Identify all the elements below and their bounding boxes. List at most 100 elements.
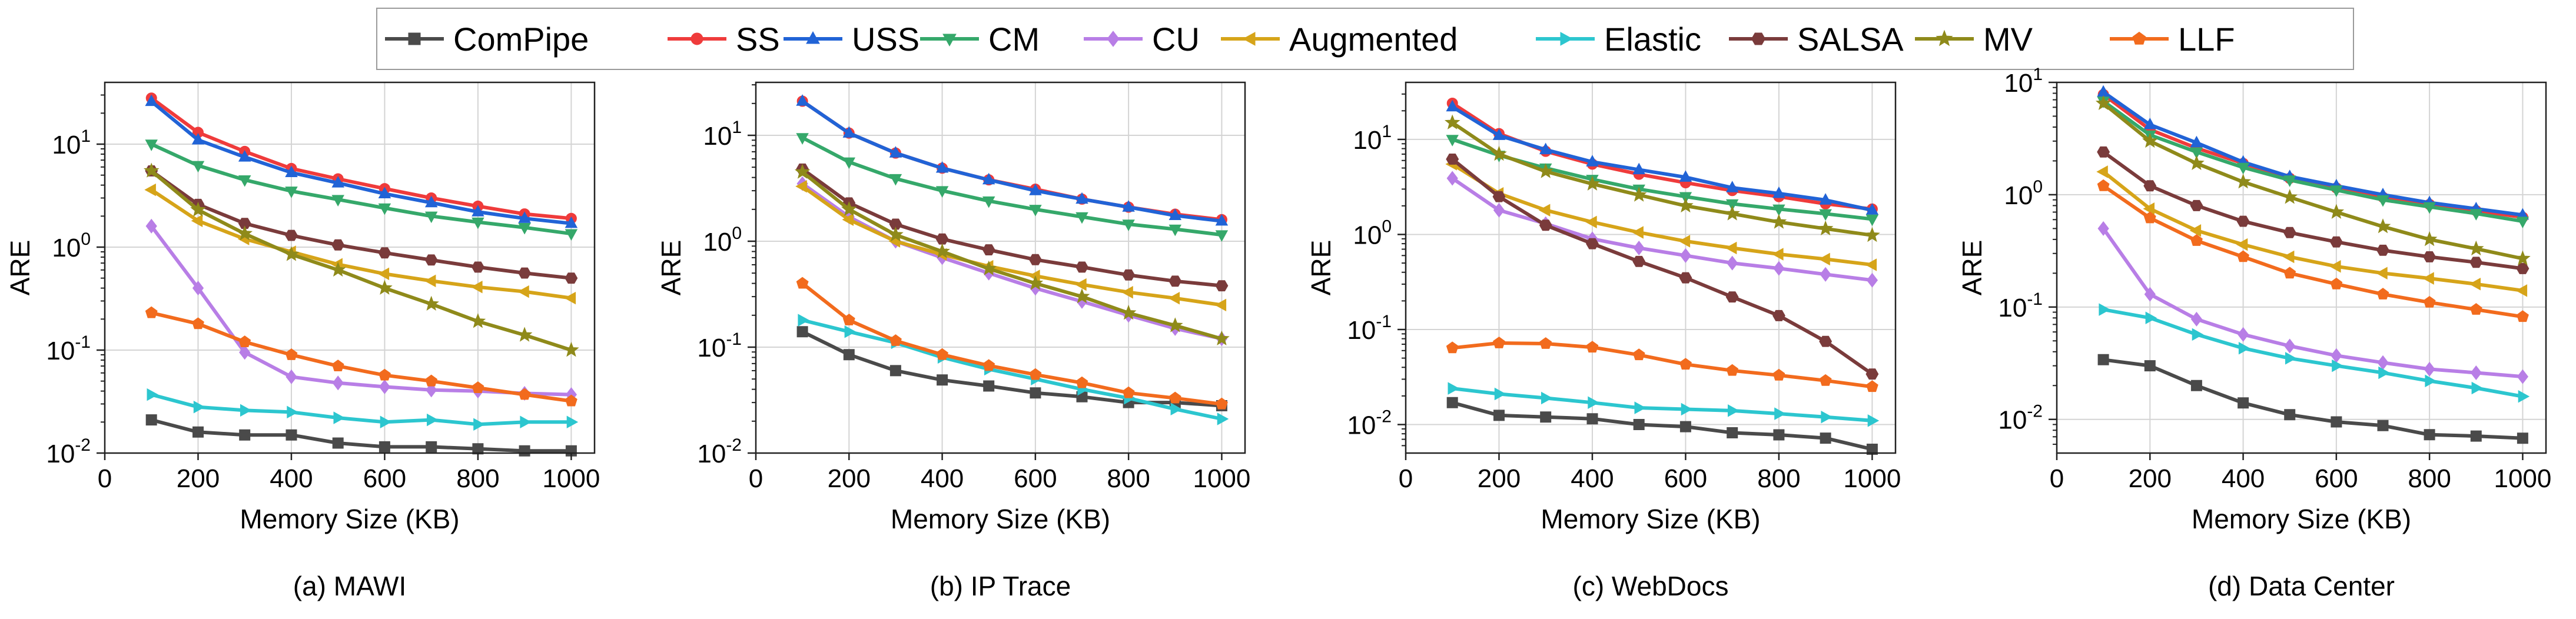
data-point-llf: [2469, 303, 2482, 315]
data-point-mv: [981, 260, 997, 276]
data-point-llf: [379, 368, 391, 381]
data-point-mv: [237, 225, 253, 241]
data-point-uss: [796, 94, 809, 106]
series-cu: [2097, 221, 2529, 384]
series-line-elastic: [802, 318, 1223, 421]
data-point-elastic: [1217, 412, 1229, 425]
plot-frame: [1405, 81, 1897, 454]
data-point-cu: [1727, 255, 1738, 271]
data-point-cm: [518, 223, 531, 235]
data-point-cu: [1493, 202, 1505, 218]
legend-marker-hexagon: [1751, 32, 1766, 45]
series-line-mv: [1451, 121, 1873, 237]
series-line-llf: [2102, 184, 2523, 319]
data-point-mv: [283, 246, 300, 261]
data-point-elastic: [380, 415, 392, 429]
data-point-llf: [331, 360, 344, 371]
legend-marker-circle: [691, 32, 703, 45]
data-point-salsa: [1725, 291, 1739, 303]
data-point-mv: [2328, 204, 2345, 219]
y-tick-label: 10-2: [46, 435, 91, 468]
legend-label: SS: [736, 21, 780, 58]
data-point-llf: [1772, 368, 1785, 381]
legend: ComPipe SS USS CM CU Augmented Elastic SALSA MV L…: [376, 8, 2354, 70]
data-point-cu: [1633, 240, 1645, 256]
data-point-llf: [1679, 358, 1692, 370]
series-elastic: [1448, 382, 1880, 427]
x-tick-label: 800: [2408, 464, 2451, 493]
data-point-mv: [1491, 145, 1507, 161]
data-point-augmented: [1678, 235, 1691, 248]
data-point-elastic: [147, 388, 159, 401]
y-tick-exponent: -1: [726, 330, 742, 349]
y-tick-label: 10-1: [46, 332, 91, 365]
data-point-cu: [1446, 171, 1458, 186]
data-point-uss: [191, 132, 205, 145]
data-point-salsa: [2236, 215, 2250, 227]
series-mv: [794, 164, 1230, 346]
data-point-elastic: [240, 404, 252, 417]
data-point-llf: [1446, 341, 1459, 354]
data-point-llf: [1029, 368, 1042, 380]
legend-label: Elastic: [1604, 21, 1701, 58]
data-point-salsa: [2283, 227, 2296, 238]
y-tick-base: 10: [2004, 69, 2033, 98]
y-tick-base: 10: [46, 337, 75, 365]
y-tick-base: 10: [703, 122, 732, 151]
data-point-compipe: [379, 441, 390, 452]
data-point-cm: [1819, 209, 1832, 221]
data-point-llf: [2283, 267, 2296, 279]
x-tick-label: 200: [2129, 464, 2172, 493]
data-point-cm: [285, 187, 298, 198]
y-tick-label: 100: [2004, 177, 2043, 210]
x-tick-label: 0: [1399, 464, 1413, 493]
data-point-llf: [796, 277, 809, 289]
x-tick-label: 400: [2222, 464, 2265, 493]
data-point-salsa: [285, 229, 298, 241]
data-point-llf: [842, 314, 855, 325]
y-tick-exponent: -2: [726, 435, 742, 455]
data-point-cu: [1866, 272, 1878, 288]
data-point-elastic: [2471, 381, 2484, 395]
legend-item-salsa: SALSA: [1729, 21, 1904, 58]
data-point-augmented: [2282, 250, 2295, 264]
series-line-cm: [2102, 99, 2523, 224]
data-point-mv: [190, 201, 206, 217]
data-point-uss: [472, 205, 484, 217]
data-point-llf: [936, 348, 948, 360]
data-point-cm: [889, 174, 902, 186]
x-tick-label: 400: [270, 464, 313, 493]
data-point-cu: [1820, 267, 1831, 282]
x-tick-label: 1000: [2494, 464, 2551, 493]
data-point-cm: [1169, 224, 1182, 237]
data-point-uss: [2143, 118, 2157, 129]
data-point-salsa: [518, 267, 532, 279]
data-point-elastic: [1448, 382, 1460, 395]
legend-marker-pentagon: [2132, 31, 2146, 45]
data-point-salsa: [935, 233, 949, 245]
data-point-salsa: [889, 218, 902, 230]
data-point-mv: [2515, 250, 2531, 265]
data-point-mv: [1724, 205, 1740, 221]
series-line-ss: [150, 96, 572, 221]
series-line-mv: [801, 171, 1223, 341]
data-point-elastic: [2145, 311, 2157, 325]
legend-marker-square: [408, 32, 421, 45]
data-point-cm: [842, 157, 856, 169]
y-tick-base: 10: [1353, 221, 1382, 249]
data-point-elastic: [1774, 407, 1786, 420]
data-point-compipe: [1030, 387, 1041, 399]
plot-frame: [104, 81, 596, 454]
data-point-compipe: [1820, 432, 1831, 444]
data-point-augmented: [144, 183, 156, 197]
data-point-mv: [1214, 330, 1230, 346]
data-point-augmented: [1214, 298, 1227, 312]
y-tick-base: 10: [52, 234, 81, 262]
y-tick-base: 10: [1353, 126, 1382, 155]
data-point-elastic: [1541, 391, 1553, 405]
data-point-salsa: [1492, 191, 1506, 202]
data-point-llf: [285, 348, 298, 360]
data-point-salsa: [1169, 275, 1182, 287]
data-point-mv: [1678, 197, 1694, 213]
data-point-salsa: [1215, 280, 1229, 292]
